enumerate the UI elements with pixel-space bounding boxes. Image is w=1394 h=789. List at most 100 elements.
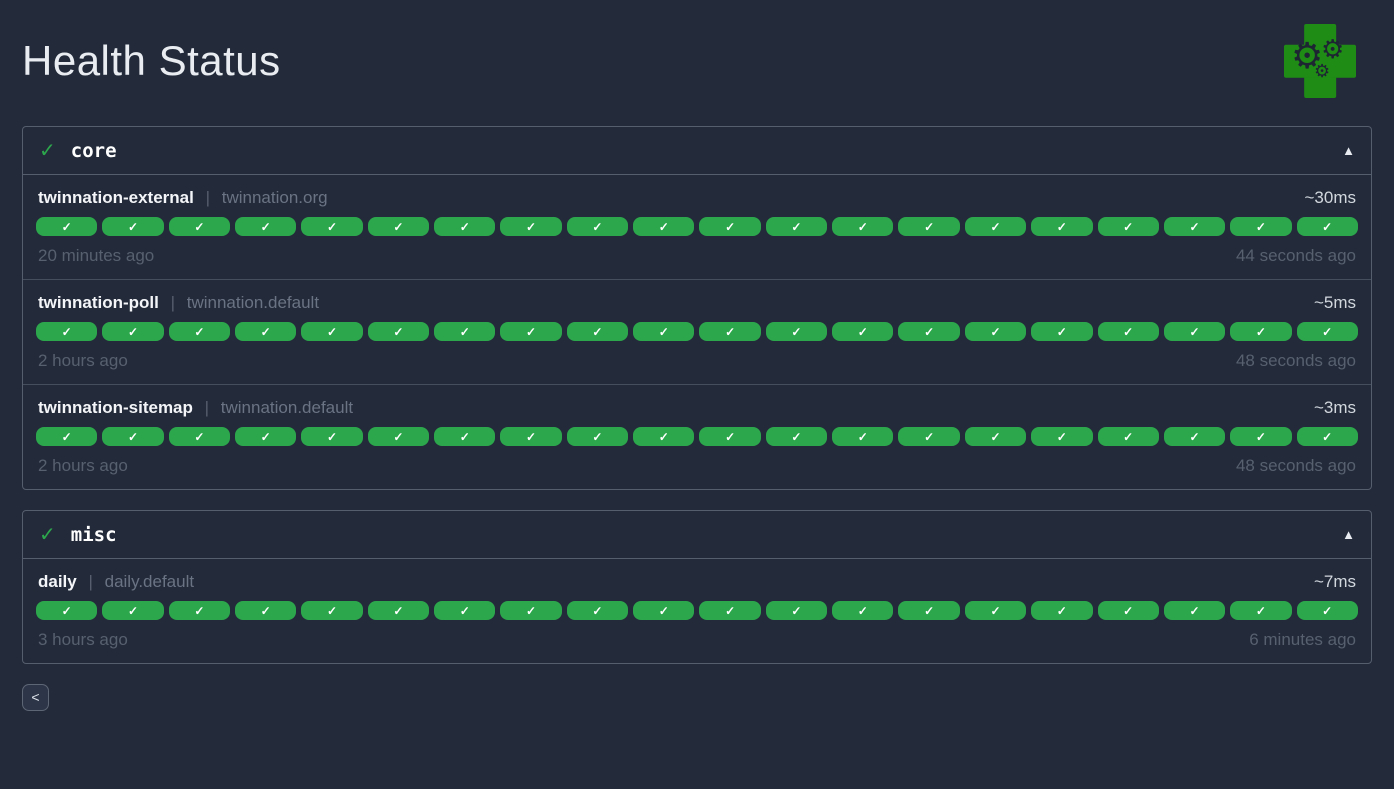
health-check-badge[interactable]: ✓ [36, 427, 98, 446]
result-badges-row: ✓ ✓ ✓ ✓ ✓ ✓ ✓ ✓ ✓ ✓ ✓ ✓ ✓ ✓ ✓ ✓ ✓ ✓ ✓ ✓ [36, 427, 1358, 446]
back-button[interactable]: < [22, 684, 49, 711]
group-header[interactable]: ✓ misc ▲ [23, 511, 1371, 559]
health-check-badge[interactable]: ✓ [566, 427, 629, 446]
health-check-badge[interactable]: ✓ [102, 217, 164, 236]
health-check-badge[interactable]: ✓ [367, 427, 430, 446]
health-check-badge[interactable]: ✓ [832, 322, 894, 341]
health-check-badge[interactable]: ✓ [102, 322, 164, 341]
result-badges-row: ✓ ✓ ✓ ✓ ✓ ✓ ✓ ✓ ✓ ✓ ✓ ✓ ✓ ✓ ✓ ✓ ✓ ✓ ✓ ✓ [36, 322, 1358, 341]
health-check-badge[interactable]: ✓ [1296, 601, 1358, 620]
health-check-badge[interactable]: ✓ [566, 601, 629, 620]
page-title: Health Status [22, 37, 281, 84]
health-check-badge[interactable]: ✓ [500, 322, 562, 341]
newest-result-time: 48 seconds ago [1235, 351, 1356, 370]
health-check-badge[interactable]: ✓ [301, 427, 363, 446]
health-check-badge[interactable]: ✓ [301, 217, 363, 236]
health-check-badge[interactable]: ✓ [367, 322, 430, 341]
oldest-result-time: 20 minutes ago [38, 246, 155, 265]
health-check-badge[interactable]: ✓ [1097, 427, 1159, 446]
app-logo-cross-gears-icon: ⚙ ⚙ ⚙ [1284, 24, 1356, 98]
health-check-badge[interactable]: ✓ [633, 217, 695, 236]
health-check-badge[interactable]: ✓ [633, 601, 695, 620]
health-check-badge[interactable]: ✓ [235, 601, 297, 620]
health-check-badge[interactable]: ✓ [964, 322, 1027, 341]
health-check-badge[interactable]: ✓ [765, 601, 828, 620]
health-check-badge[interactable]: ✓ [699, 322, 761, 341]
health-check-badge[interactable]: ✓ [633, 427, 695, 446]
service-subtitle: twinnation.default [220, 398, 354, 417]
health-check-badge[interactable]: ✓ [898, 322, 960, 341]
health-check-badge[interactable]: ✓ [1163, 322, 1226, 341]
health-check-badge[interactable]: ✓ [168, 217, 231, 236]
health-check-badge[interactable]: ✓ [1230, 427, 1292, 446]
health-check-badge[interactable]: ✓ [1163, 427, 1226, 446]
health-check-badge[interactable]: ✓ [832, 217, 894, 236]
health-check-badge[interactable]: ✓ [434, 601, 496, 620]
health-check-badge[interactable]: ✓ [500, 427, 562, 446]
health-check-badge[interactable]: ✓ [566, 217, 629, 236]
health-check-badge[interactable]: ✓ [898, 601, 960, 620]
health-check-badge[interactable]: ✓ [168, 322, 231, 341]
health-check-badge[interactable]: ✓ [36, 601, 98, 620]
page-header: Health Status ⚙ ⚙ ⚙ [22, 24, 1372, 98]
health-check-badge[interactable]: ✓ [367, 217, 430, 236]
health-check-badge[interactable]: ✓ [235, 427, 297, 446]
health-check-badge[interactable]: ✓ [699, 217, 761, 236]
health-check-badge[interactable]: ✓ [964, 601, 1027, 620]
health-check-badge[interactable]: ✓ [1296, 217, 1358, 236]
health-check-badge[interactable]: ✓ [434, 322, 496, 341]
health-check-badge[interactable]: ✓ [1031, 217, 1093, 236]
health-check-badge[interactable]: ✓ [434, 217, 496, 236]
health-check-badge[interactable]: ✓ [301, 322, 363, 341]
health-check-badge[interactable]: ✓ [1097, 217, 1159, 236]
health-check-badge[interactable]: ✓ [964, 217, 1027, 236]
health-check-badge[interactable]: ✓ [168, 601, 231, 620]
health-check-badge[interactable]: ✓ [500, 217, 562, 236]
health-check-badge[interactable]: ✓ [898, 217, 960, 236]
health-check-badge[interactable]: ✓ [765, 427, 828, 446]
health-check-badge[interactable]: ✓ [102, 427, 164, 446]
health-check-badge[interactable]: ✓ [1230, 601, 1292, 620]
health-check-badge[interactable]: ✓ [102, 601, 164, 620]
group-header[interactable]: ✓ core ▲ [23, 127, 1371, 175]
health-check-badge[interactable]: ✓ [301, 601, 363, 620]
health-check-badge[interactable]: ✓ [898, 427, 960, 446]
response-time: ~7ms [1313, 572, 1356, 591]
health-check-badge[interactable]: ✓ [964, 427, 1027, 446]
health-check-badge[interactable]: ✓ [566, 322, 629, 341]
health-check-badge[interactable]: ✓ [367, 601, 430, 620]
service-separator: | [199, 398, 214, 417]
health-check-badge[interactable]: ✓ [699, 601, 761, 620]
health-check-badge[interactable]: ✓ [1097, 601, 1159, 620]
collapse-arrow-icon[interactable]: ▲ [1342, 143, 1355, 158]
health-check-badge[interactable]: ✓ [1230, 322, 1292, 341]
group-status-check-icon: ✓ [39, 140, 56, 162]
health-check-badge[interactable]: ✓ [1163, 601, 1226, 620]
health-check-badge[interactable]: ✓ [1230, 217, 1292, 236]
health-check-badge[interactable]: ✓ [832, 427, 894, 446]
health-check-badge[interactable]: ✓ [1031, 601, 1093, 620]
health-check-badge[interactable]: ✓ [1031, 322, 1093, 341]
health-check-badge[interactable]: ✓ [235, 322, 297, 341]
health-check-badge[interactable]: ✓ [832, 601, 894, 620]
health-check-badge[interactable]: ✓ [1097, 322, 1159, 341]
collapse-arrow-icon[interactable]: ▲ [1342, 527, 1355, 542]
health-check-badge[interactable]: ✓ [1031, 427, 1093, 446]
health-check-badge[interactable]: ✓ [699, 427, 761, 446]
service-group: ✓ core ▲ twinnation-external | twinnatio… [22, 126, 1372, 490]
response-time: ~30ms [1304, 188, 1357, 207]
health-check-badge[interactable]: ✓ [500, 601, 562, 620]
health-check-badge[interactable]: ✓ [633, 322, 695, 341]
health-check-badge[interactable]: ✓ [36, 322, 98, 341]
health-check-badge[interactable]: ✓ [168, 427, 231, 446]
health-check-badge[interactable]: ✓ [1296, 427, 1358, 446]
gear-icon: ⚙ [1321, 35, 1345, 65]
service-row: twinnation-poll | twinnation.default ~5m… [23, 279, 1371, 384]
health-check-badge[interactable]: ✓ [36, 217, 98, 236]
health-check-badge[interactable]: ✓ [765, 217, 828, 236]
health-check-badge[interactable]: ✓ [235, 217, 297, 236]
health-check-badge[interactable]: ✓ [1296, 322, 1358, 341]
health-check-badge[interactable]: ✓ [765, 322, 828, 341]
health-check-badge[interactable]: ✓ [1163, 217, 1226, 236]
health-check-badge[interactable]: ✓ [434, 427, 496, 446]
